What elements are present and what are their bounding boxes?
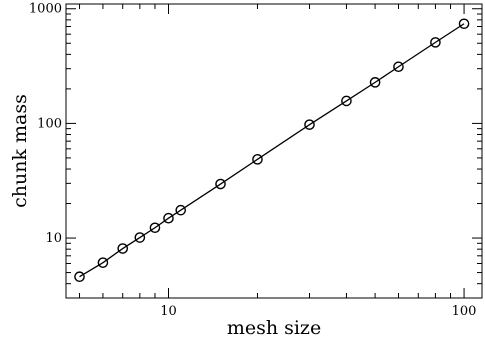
series-line bbox=[80, 24, 465, 277]
x-axis-title: mesh size bbox=[227, 317, 321, 339]
data-point bbox=[459, 19, 468, 28]
x-axis-ticks: 10 100 bbox=[80, 4, 477, 319]
y-axis-title: chunk mass bbox=[9, 94, 31, 208]
plot-frame bbox=[66, 4, 482, 298]
x-tick-label: 100 bbox=[452, 304, 477, 319]
y-tick-label: 10 bbox=[45, 231, 62, 246]
y-tick-label: 1000 bbox=[29, 2, 62, 17]
y-axis-ticks: 10 100 1000 bbox=[29, 2, 482, 298]
y-tick-label: 100 bbox=[37, 116, 62, 131]
series-layer bbox=[75, 19, 469, 281]
x-tick-label: 10 bbox=[160, 304, 177, 319]
